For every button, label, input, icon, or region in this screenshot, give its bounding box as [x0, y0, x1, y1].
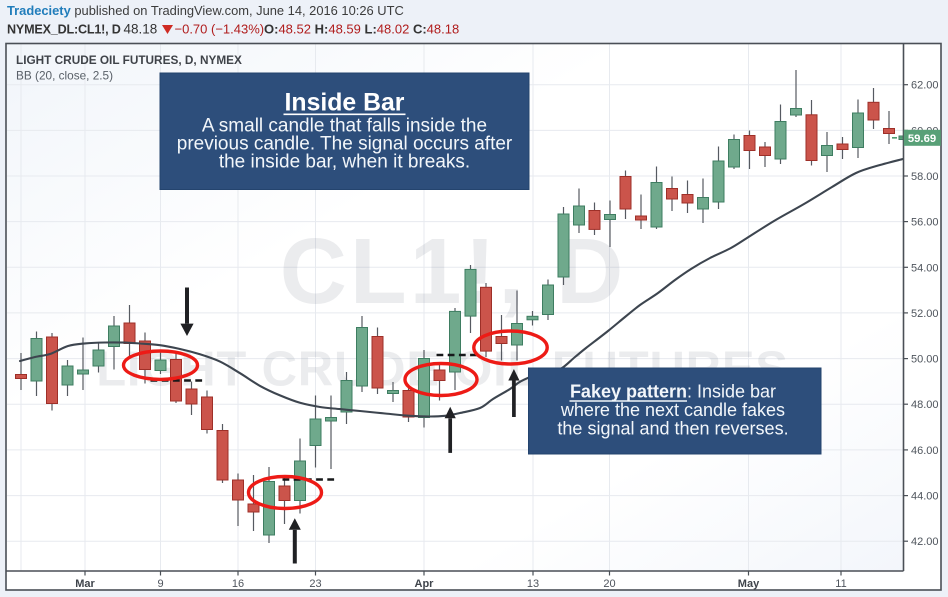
svg-text:23: 23: [309, 578, 321, 590]
svg-text:54.00: 54.00: [911, 262, 939, 274]
svg-text:CL1!, D: CL1!, D: [280, 219, 627, 323]
svg-text:Apr: Apr: [415, 578, 435, 590]
svg-text:where the next candle fakes: where the next candle fakes: [560, 400, 785, 420]
svg-text:56.00: 56.00: [911, 217, 939, 229]
svg-text:48.00: 48.00: [911, 399, 939, 411]
svg-text:A small candle that falls insi: A small candle that falls inside the: [202, 116, 487, 137]
svg-text:NYMEX_DL:CL1!, D: NYMEX_DL:CL1!, D: [7, 23, 121, 37]
svg-text:−0.70 (−1.43%): −0.70 (−1.43%): [175, 22, 265, 37]
svg-text:BB (20, close, 2.5): BB (20, close, 2.5): [16, 69, 113, 83]
svg-text:O:48.52 H:48.59 L:48.02 C:48.1: O:48.52 H:48.59 L:48.02 C:48.18: [264, 22, 459, 37]
svg-text:46.00: 46.00: [911, 445, 939, 457]
svg-text:44.00: 44.00: [911, 491, 939, 503]
svg-text:20: 20: [603, 578, 615, 590]
svg-text:May: May: [738, 578, 760, 590]
svg-text:9: 9: [157, 578, 163, 590]
svg-text:LIGHT CRUDE OIL FUTURES, D, NY: LIGHT CRUDE OIL FUTURES, D, NYMEX: [16, 53, 242, 67]
svg-text:42.00: 42.00: [911, 536, 939, 548]
svg-text:Tradeciety published on Tradin: Tradeciety published on TradingView.com,…: [7, 3, 404, 18]
svg-text:48.18: 48.18: [124, 22, 158, 37]
svg-text:previous candle. The signal oc: previous candle. The signal occurs after: [177, 134, 513, 155]
svg-text:11: 11: [835, 578, 846, 590]
svg-text:52.00: 52.00: [911, 308, 939, 320]
svg-text:62.00: 62.00: [911, 80, 939, 92]
svg-text:the inside bar, when it breaks: the inside bar, when it breaks.: [219, 152, 470, 173]
svg-text:Inside Bar: Inside Bar: [285, 90, 405, 117]
svg-text:16: 16: [232, 578, 244, 590]
svg-text:Mar: Mar: [75, 578, 95, 590]
svg-text:the signal and then reverses.: the signal and then reverses.: [557, 419, 788, 439]
svg-text:13: 13: [527, 578, 539, 590]
svg-text:Fakey pattern: Inside bar: Fakey pattern: Inside bar: [570, 382, 776, 402]
svg-text:58.00: 58.00: [911, 171, 939, 183]
svg-text:50.00: 50.00: [911, 354, 939, 366]
svg-text:59.69: 59.69: [908, 133, 936, 145]
